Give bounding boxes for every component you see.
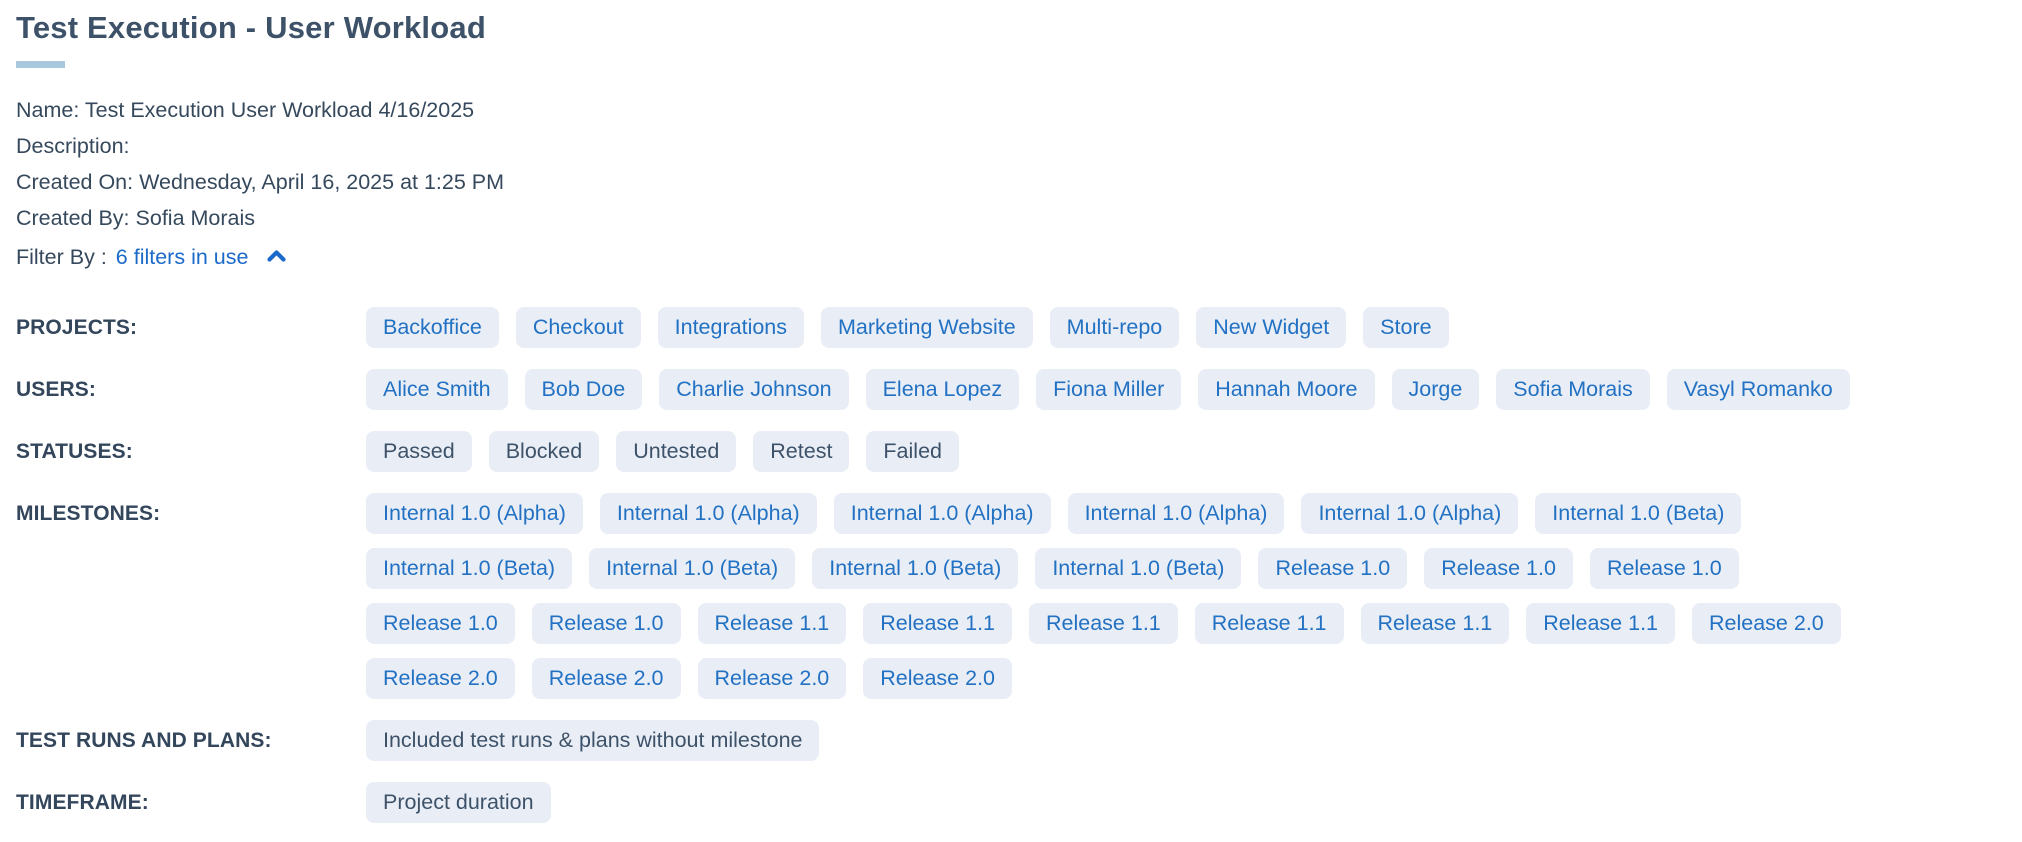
filter-chip: Release 1.0 [366, 603, 515, 644]
filter-chip: Vasyl Romanko [1666, 369, 1850, 410]
filter-label-test-runs-and-plans: TEST RUNS AND PLANS: [16, 729, 272, 752]
filter-chips-statuses: Passed Blocked Untested Retest Failed [366, 431, 2002, 472]
meta-created-on-value: Wednesday, April 16, 2025 at 1:25 PM [139, 170, 505, 194]
filter-chip: Elena Lopez [865, 369, 1020, 410]
meta-created-on-label: Created On: [16, 170, 134, 194]
filter-label-statuses: STATUSES: [16, 440, 133, 463]
filter-chip: Internal 1.0 (Beta) [1535, 493, 1742, 534]
filter-by-label: Filter By : [16, 245, 107, 269]
filter-chip: Release 2.0 [1692, 603, 1841, 644]
filters-in-use-link[interactable]: 6 filters in use [115, 245, 249, 269]
filter-chip: New Widget [1196, 307, 1347, 348]
filter-chip: Passed [366, 431, 472, 472]
title-underline [16, 61, 65, 68]
meta-created-by-label: Created By: [16, 206, 130, 230]
filter-row-timeframe: TIMEFRAME: Project duration [16, 782, 2002, 823]
filter-chip: Charlie Johnson [659, 369, 849, 410]
filter-chip: Retest [753, 431, 850, 472]
filter-chip: Internal 1.0 (Alpha) [599, 493, 817, 534]
filter-chip: Release 1.0 [531, 603, 681, 644]
filter-chip: Internal 1.0 (Alpha) [1067, 493, 1285, 534]
filter-chip: Release 1.1 [1194, 603, 1344, 644]
filter-chip: Multi-repo [1049, 307, 1180, 348]
meta-description: Description: [16, 128, 2002, 164]
filter-chip: Internal 1.0 (Beta) [1035, 548, 1242, 589]
milestones-row-4: Release 2.0 Release 2.0 Release 2.0 Release… [366, 658, 2002, 699]
filter-chips-test-runs-and-plans: Included test runs & plans without miles… [366, 720, 2002, 761]
filter-row-users: USERS: Alice Smith Bob Doe Charlie Johnson… [16, 369, 2002, 410]
filter-chip: Internal 1.0 (Alpha) [1301, 493, 1519, 534]
filter-chips-users: Alice Smith Bob Doe Charlie Johnson Elena L… [366, 369, 2002, 410]
meta-name: Name: Test Execution User Workload 4/16/… [16, 92, 2002, 128]
filter-chips-milestones: Internal 1.0 (Alpha) Internal 1.0 (Alpha)… [366, 493, 2002, 699]
filter-chip: Marketing Website [821, 307, 1033, 348]
filter-chip: Internal 1.0 (Beta) [812, 548, 1019, 589]
filter-chip: Release 2.0 [697, 658, 847, 699]
filter-by-row: Filter By : 6 filters in use [16, 245, 2002, 270]
meta-created-by: Created By: Sofia Morais [16, 200, 2002, 236]
filter-row-projects: PROJECTS: Backoffice Checkout Integrations… [16, 307, 2002, 348]
filter-chip: Release 1.1 [697, 603, 847, 644]
filters-panel: PROJECTS: Backoffice Checkout Integrations… [16, 307, 2002, 823]
filter-chip: Jorge [1391, 369, 1480, 410]
meta-name-value: Test Execution User Workload 4/16/2025 [84, 98, 475, 122]
filter-chip: Release 1.1 [1360, 603, 1510, 644]
filter-chip: Release 1.0 [1258, 548, 1408, 589]
filter-chip: Release 1.1 [1029, 603, 1178, 644]
filter-chip: Release 1.0 [1424, 548, 1573, 589]
filter-chip: Alice Smith [366, 369, 508, 410]
filter-chip: Blocked [488, 431, 600, 472]
filter-label-timeframe: TIMEFRAME: [16, 791, 149, 814]
filter-chip: Store [1363, 307, 1449, 348]
filter-label-milestones: MILESTONES: [16, 502, 161, 525]
filter-chip: Release 2.0 [863, 658, 1012, 699]
filter-row-statuses: STATUSES: Passed Blocked Untested Retest Fai… [16, 431, 2002, 472]
filter-chip: Hannah Moore [1198, 369, 1375, 410]
filter-chip: Fiona Miller [1036, 369, 1182, 410]
filter-chip: Included test runs & plans without miles… [366, 720, 820, 761]
meta-description-label: Description: [16, 134, 130, 158]
filter-row-test-runs-and-plans: TEST RUNS AND PLANS: Included test runs … [16, 720, 2002, 761]
filter-chips-timeframe: Project duration [366, 782, 2002, 823]
meta-created-by-value: Sofia Morais [135, 206, 256, 230]
meta-created-on: Created On: Wednesday, April 16, 2025 at… [16, 164, 2002, 200]
filter-row-milestones: MILESTONES: Internal 1.0 (Alpha) Internal… [16, 493, 2002, 699]
report-meta: Name: Test Execution User Workload 4/16/… [16, 92, 2002, 236]
filter-chip: Backoffice [366, 307, 499, 348]
chevron-up-icon[interactable] [266, 245, 287, 270]
filter-chip: Project duration [366, 782, 551, 823]
filter-chip: Release 2.0 [366, 658, 515, 699]
filter-chip: Sofia Morais [1496, 369, 1650, 410]
filter-chip: Internal 1.0 (Alpha) [366, 493, 583, 534]
page-title: Test Execution - User Workload [16, 10, 486, 45]
filter-chip: Failed [866, 431, 959, 472]
milestones-row-1: Internal 1.0 (Alpha) Internal 1.0 (Alpha)… [366, 493, 2002, 534]
filter-chip: Release 1.1 [1526, 603, 1675, 644]
filter-chips-projects: Backoffice Checkout Integrations Marketing … [366, 307, 2002, 348]
filter-chip: Release 1.0 [1589, 548, 1739, 589]
filter-chip: Internal 1.0 (Beta) [366, 548, 573, 589]
filter-chip: Internal 1.0 (Beta) [589, 548, 796, 589]
milestones-row-2: Internal 1.0 (Beta) Internal 1.0 (Beta) In… [366, 548, 2002, 589]
filter-chip: Release 2.0 [531, 658, 681, 699]
filter-chip: Release 1.1 [863, 603, 1012, 644]
filter-chip: Checkout [515, 307, 641, 348]
filter-chip: Integrations [657, 307, 805, 348]
filter-label-users: USERS: [16, 378, 96, 401]
filter-chip: Internal 1.0 (Alpha) [833, 493, 1051, 534]
filter-chip: Bob Doe [524, 369, 643, 410]
filter-chip: Untested [616, 431, 737, 472]
milestones-row-3: Release 1.0 Release 1.0 Release 1.1 Release… [366, 603, 2002, 644]
meta-name-label: Name: [16, 98, 80, 122]
filter-label-projects: PROJECTS: [16, 316, 138, 339]
